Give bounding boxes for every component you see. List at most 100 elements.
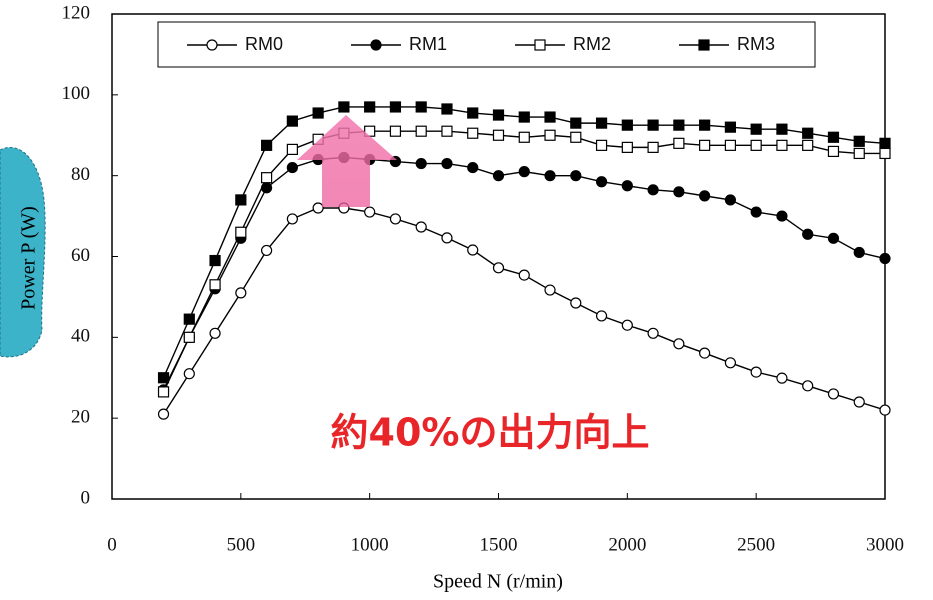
marker (236, 227, 246, 237)
marker (468, 245, 478, 255)
marker (262, 173, 272, 183)
marker (828, 233, 838, 243)
marker (519, 167, 529, 177)
marker (880, 254, 890, 264)
marker (519, 270, 529, 280)
marker (390, 102, 400, 112)
marker (648, 185, 658, 195)
chart: Power P (W) Speed N (r/min) 0 20 40 60 80 100… (0, 0, 933, 600)
marker (597, 140, 607, 150)
marker (777, 140, 787, 150)
marker (777, 124, 787, 134)
marker (854, 148, 864, 158)
marker (648, 120, 658, 130)
marker (751, 367, 761, 377)
marker (597, 311, 607, 321)
annotation: 約40%の出力向上 (331, 411, 650, 455)
marker (571, 132, 581, 142)
x-tick-label: 0 (107, 534, 117, 555)
marker (287, 214, 297, 224)
y-tick-label: 20 (71, 407, 90, 428)
marker (725, 122, 735, 132)
marker (803, 229, 813, 239)
marker (184, 332, 194, 342)
marker (390, 214, 400, 224)
y-tick-label: 0 (81, 487, 91, 508)
marker (700, 348, 710, 358)
marker (828, 146, 838, 156)
marker (700, 120, 710, 130)
marker (313, 108, 323, 118)
marker (442, 233, 452, 243)
marker (287, 163, 297, 173)
x-tick-label: 3000 (866, 534, 904, 555)
marker (287, 116, 297, 126)
marker (648, 142, 658, 152)
marker (828, 389, 838, 399)
marker (674, 187, 684, 197)
marker (210, 328, 220, 338)
marker (854, 247, 864, 257)
marker (854, 136, 864, 146)
y-tick-label: 80 (71, 164, 90, 185)
marker (880, 405, 890, 415)
marker (622, 181, 632, 191)
marker (416, 102, 426, 112)
marker (159, 373, 169, 383)
y-tick-label: 40 (71, 326, 90, 347)
marker (571, 118, 581, 128)
x-tick-label: 500 (227, 534, 256, 555)
marker (597, 118, 607, 128)
marker (674, 138, 684, 148)
legend-marker (535, 40, 545, 50)
legend-label: RM0 (245, 34, 283, 54)
y-tick-label: 100 (62, 83, 91, 104)
marker (622, 320, 632, 330)
marker (236, 195, 246, 205)
marker (442, 159, 452, 169)
marker (828, 132, 838, 142)
marker (545, 285, 555, 295)
marker (494, 130, 504, 140)
marker (287, 144, 297, 154)
y-axis-label: Power P (W) (18, 206, 40, 310)
marker (622, 120, 632, 130)
marker (262, 140, 272, 150)
marker (210, 280, 220, 290)
marker (880, 148, 890, 158)
marker (777, 211, 787, 221)
legend-label: RM2 (573, 34, 611, 54)
marker (184, 369, 194, 379)
marker (571, 171, 581, 181)
marker (597, 177, 607, 187)
x-tick-label: 1000 (351, 534, 389, 555)
y-tick-label: 60 (71, 245, 90, 266)
x-tick-label: 2500 (737, 534, 775, 555)
marker (365, 207, 375, 217)
marker (365, 102, 375, 112)
marker (880, 138, 890, 148)
series-line (164, 208, 885, 414)
marker (648, 328, 658, 338)
marker (519, 112, 529, 122)
marker (751, 124, 761, 134)
marker (700, 191, 710, 201)
marker (803, 128, 813, 138)
marker (416, 159, 426, 169)
x-axis-label: Speed N (r/min) (433, 571, 563, 593)
marker (571, 298, 581, 308)
marker (468, 108, 478, 118)
marker (545, 112, 555, 122)
marker (751, 140, 761, 150)
marker (416, 126, 426, 136)
marker (803, 140, 813, 150)
marker (674, 339, 684, 349)
marker (725, 140, 735, 150)
marker (622, 142, 632, 152)
marker (494, 171, 504, 181)
x-tick-label: 2000 (608, 534, 646, 555)
legend-marker (699, 40, 709, 50)
legend-label: RM1 (409, 34, 447, 54)
marker (262, 245, 272, 255)
